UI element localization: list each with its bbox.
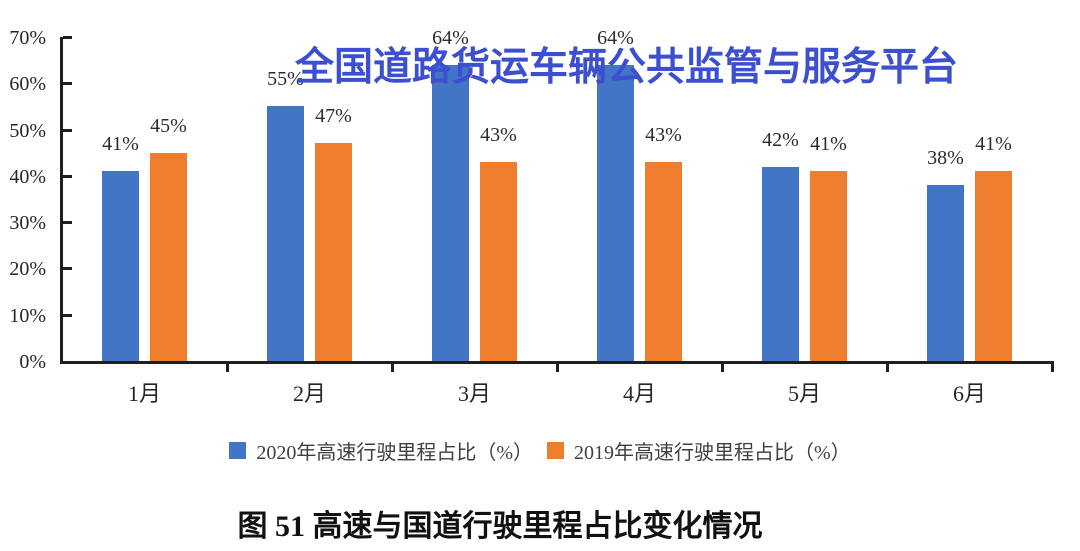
bar-value-label: 64% [432, 26, 469, 49]
y-axis-label: 20% [9, 258, 46, 281]
y-axis-label: 0% [19, 351, 46, 373]
bar-value-label: 43% [645, 123, 682, 146]
bar-value-label: 42% [762, 128, 799, 151]
bar-segment [150, 152, 187, 361]
y-axis-tick [63, 221, 72, 225]
legend-swatch-2019-orange [547, 442, 564, 459]
bar-value-label: 45% [150, 114, 187, 137]
legend-item-2020: 2020年高速行驶里程占比（%） [229, 436, 533, 465]
bar-segment [927, 185, 964, 361]
bar-segment [597, 64, 634, 361]
bar-value-label: 64% [597, 26, 634, 49]
bar-segment [645, 161, 682, 361]
y-axis-tick [63, 267, 72, 271]
x-axis-category-label: 4月 [622, 381, 656, 406]
legend-item-2019: 2019年高速行驶里程占比（%） [547, 436, 851, 465]
bar-segment [315, 143, 352, 361]
x-axis-tick [225, 361, 229, 372]
y-axis-label: 50% [9, 119, 46, 142]
x-axis-tick [720, 361, 724, 372]
y-axis-tick [63, 128, 72, 132]
watermark-text: 全国道路货运车辆公共监管与服务平台 [295, 46, 959, 89]
y-axis-label: 70% [9, 27, 46, 49]
y-axis-tick [63, 174, 72, 178]
y-axis-tick [63, 313, 72, 317]
x-axis-category-label: 6月 [952, 381, 986, 406]
bar-segment [432, 64, 469, 361]
plot-area: 0% 10% 20% 30% 40% 50% 60% 70% 1月 41% 45% 2月 55% 47% 3… [9, 26, 1054, 406]
bar-value-label: 38% [927, 147, 964, 170]
legend-label-2019: 2019年高速行驶里程占比（%） [574, 442, 851, 464]
bar-segment [102, 171, 139, 361]
legend-swatch-2020-blue [229, 442, 247, 459]
y-axis-label: 30% [9, 212, 46, 235]
y-axis-label: 40% [9, 165, 46, 188]
bar-value-label: 41% [810, 133, 847, 156]
y-axis-label: 10% [9, 304, 46, 327]
legend-label-2020: 2020年高速行驶里程占比（%） [256, 442, 533, 464]
x-axis-category-label: 3月 [457, 381, 491, 406]
x-axis-tick [885, 361, 889, 372]
x-axis-tick [390, 361, 394, 372]
bar-segment [810, 171, 847, 361]
bar-value-label: 43% [480, 123, 517, 146]
y-axis-tick [63, 36, 72, 39]
x-axis-category-label: 2月 [292, 381, 326, 406]
x-axis-category-label: 1月 [127, 381, 161, 406]
bar-segment [762, 166, 799, 361]
x-axis-tick [1050, 361, 1054, 372]
y-axis-line [60, 37, 63, 364]
y-axis-label: 60% [9, 73, 46, 96]
bar-segment [975, 171, 1012, 361]
figure-caption: 图 51 高速与国道行驶里程占比变化情况 [237, 510, 763, 543]
y-axis-tick [63, 82, 72, 86]
bar-value-label: 41% [975, 133, 1012, 156]
bar-segment [480, 161, 517, 361]
chart-legend: 2020年高速行驶里程占比（%） 2019年高速行驶里程占比（%） [0, 436, 1080, 465]
bar-segment [267, 106, 304, 361]
bar-value-label: 41% [102, 133, 139, 156]
x-axis-category-label: 5月 [787, 381, 821, 406]
bar-value-label: 55% [267, 68, 304, 91]
bar-value-label: 47% [315, 105, 352, 128]
x-axis-tick [555, 361, 559, 372]
